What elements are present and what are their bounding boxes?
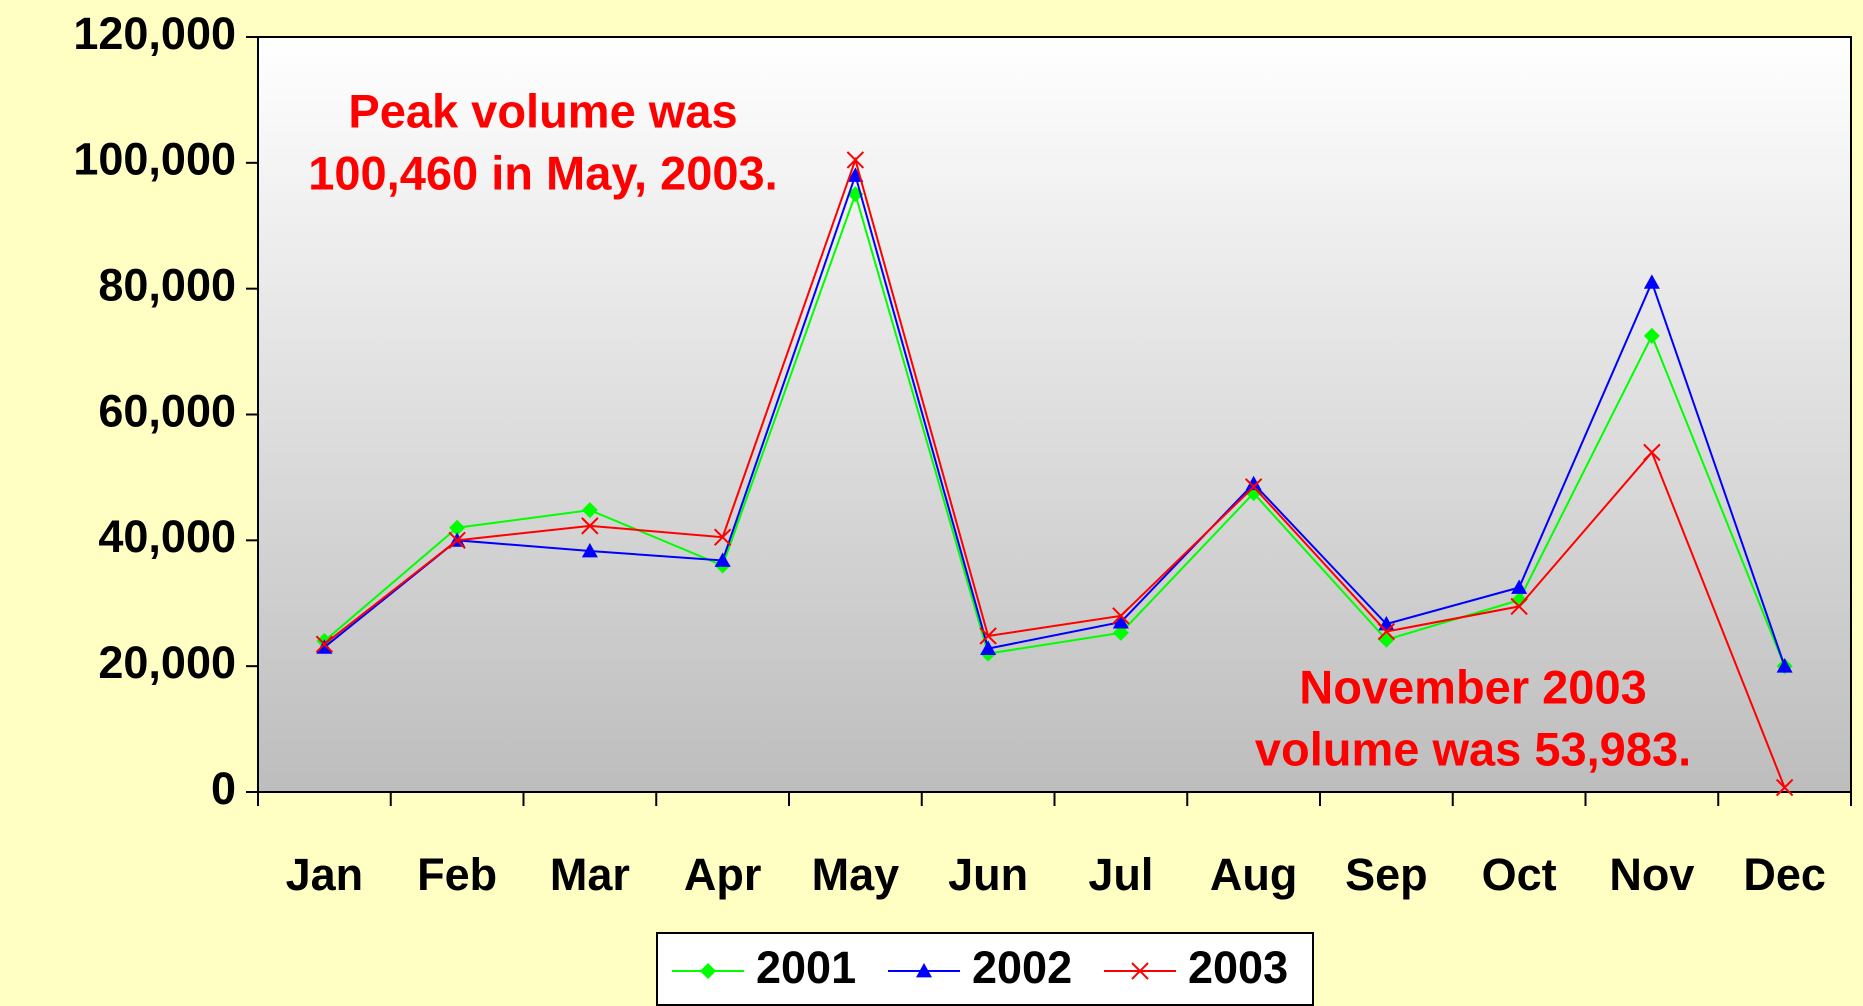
- marker: [1643, 327, 1660, 344]
- marker: [581, 543, 598, 558]
- plot-area: [257, 36, 1852, 793]
- marker: [916, 963, 932, 978]
- legend-label: 2002: [972, 942, 1072, 993]
- y-tick-label: 40,000: [98, 511, 236, 562]
- series-line: [323, 191, 1786, 667]
- x-tick-label: Jun: [948, 849, 1028, 900]
- legend-box: [656, 932, 1314, 1006]
- marker: [846, 151, 865, 169]
- marker: [713, 528, 732, 546]
- marker: [1112, 614, 1129, 629]
- series-line: [323, 172, 1786, 667]
- legend-label: 2001: [756, 942, 856, 993]
- marker: [1112, 607, 1130, 625]
- legend-label: 2003: [1188, 942, 1288, 993]
- x-tick-label: Feb: [417, 849, 497, 900]
- marker: [1511, 579, 1528, 594]
- marker: [980, 640, 997, 655]
- marker: [1643, 443, 1661, 462]
- y-tick-label: 80,000: [98, 260, 236, 311]
- y-tick-label: 120,000: [73, 8, 236, 59]
- x-tick-label: Dec: [1743, 849, 1826, 900]
- annotation: 100,460 in May, 2003.: [308, 146, 777, 199]
- marker: [449, 519, 466, 536]
- marker: [316, 639, 333, 654]
- marker: [847, 167, 864, 182]
- annotation: Peak volume was: [348, 84, 737, 137]
- x-tick-label: Apr: [684, 849, 762, 900]
- x-tick-label: Jul: [1088, 849, 1153, 900]
- x-tick-label: Jan: [286, 849, 364, 900]
- x-tick-label: Aug: [1210, 849, 1297, 900]
- marker: [1245, 475, 1262, 491]
- marker: [1131, 962, 1149, 980]
- marker: [979, 627, 997, 645]
- marker: [1510, 597, 1528, 616]
- marker: [1775, 778, 1794, 797]
- annotation: November 2003: [1299, 660, 1646, 713]
- series-line: [323, 156, 1786, 788]
- x-tick-label: Oct: [1482, 849, 1557, 900]
- y-tick-label: 100,000: [73, 134, 236, 185]
- marker: [315, 635, 334, 653]
- x-tick-label: May: [812, 849, 900, 900]
- x-tick-label: Nov: [1609, 849, 1694, 900]
- marker: [581, 517, 599, 535]
- annotation: volume was 53,983.: [1255, 722, 1691, 775]
- marker: [1643, 274, 1660, 289]
- marker: [714, 552, 731, 567]
- marker: [700, 963, 716, 979]
- marker: [448, 531, 466, 550]
- legend: 2001 2002 2003: [656, 932, 1314, 1006]
- y-tick-label: 20,000: [98, 637, 236, 688]
- marker: [1776, 658, 1793, 673]
- marker: [1377, 622, 1396, 641]
- marker: [1112, 624, 1129, 641]
- x-tick-label: Mar: [550, 849, 630, 900]
- y-tick-label: 0: [211, 763, 236, 814]
- y-tick-label: 60,000: [98, 385, 236, 436]
- marker: [1511, 592, 1528, 609]
- marker: [1244, 478, 1263, 496]
- x-tick-label: Sep: [1345, 849, 1428, 900]
- marker: [581, 502, 598, 519]
